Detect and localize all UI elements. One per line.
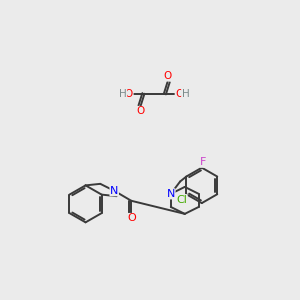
Text: O: O [127,214,136,224]
Text: H: H [182,89,189,99]
Text: O: O [136,106,145,116]
Text: Cl: Cl [176,195,187,205]
Text: N: N [167,189,175,199]
Text: H: H [119,89,127,99]
Text: F: F [200,157,206,167]
Text: O: O [125,89,133,99]
Text: O: O [164,71,172,81]
Text: O: O [175,89,184,99]
Text: N: N [110,186,118,196]
